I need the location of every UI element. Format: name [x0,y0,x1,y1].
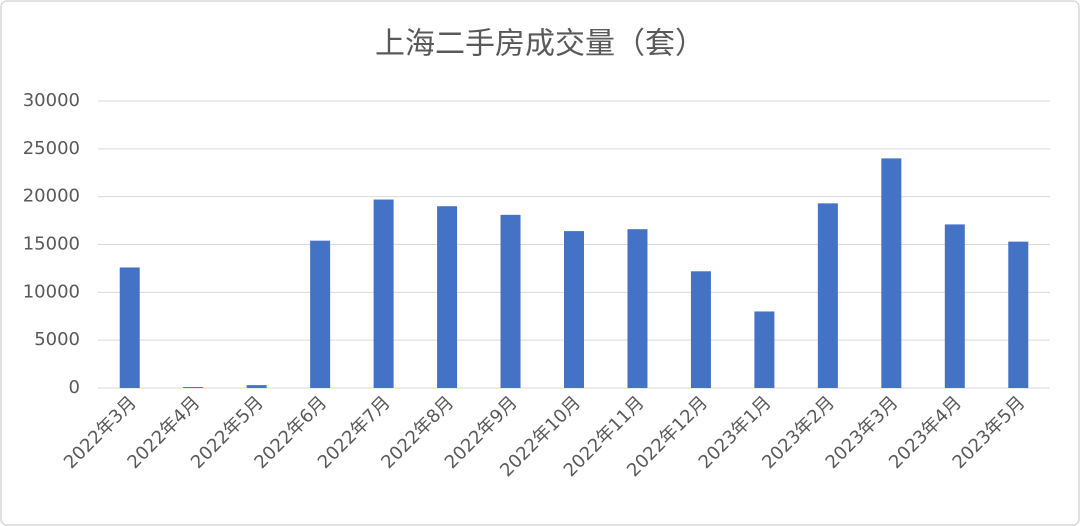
bar [817,203,838,388]
y-tick-label: 10000 [23,281,80,302]
bar [754,311,775,388]
bar [690,271,711,388]
bar [1008,241,1029,388]
bar [881,158,902,388]
bar [564,231,584,388]
y-tick-label: 15000 [23,234,80,255]
y-tick-label: 25000 [23,138,80,159]
bar [310,240,331,388]
bar [373,199,394,388]
bar [246,385,267,388]
bar [627,229,648,388]
y-tick-label: 5000 [34,329,80,350]
bar [944,224,965,388]
chart-title: 上海二手房成交量（套） [375,27,705,62]
bar [437,206,458,388]
bar [500,214,521,388]
bar [119,267,140,388]
y-tick-label: 0 [69,377,80,398]
y-tick-label: 30000 [23,90,80,111]
y-tick-label: 20000 [23,186,80,207]
bar [183,387,204,388]
